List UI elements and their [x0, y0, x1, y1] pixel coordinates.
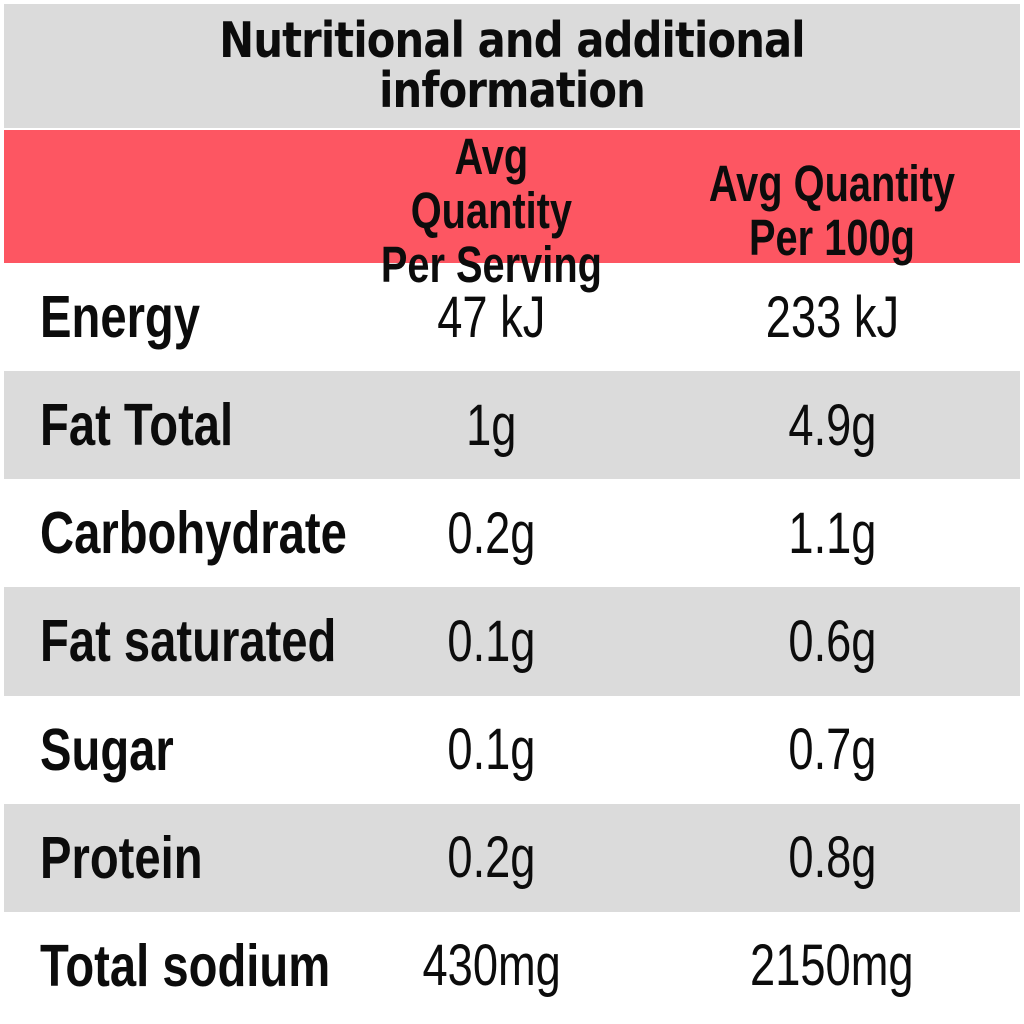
row-label: Fat Total [40, 392, 234, 459]
value-per-serving: 0.1g [447, 608, 536, 674]
row-label: Fat saturated [40, 608, 337, 675]
value-per-100g: 0.6g [787, 608, 877, 674]
table-row-carbohydrate: Carbohydrate 0.2g 1.1g [4, 479, 1020, 588]
table-row-energy: Energy 47 kJ 233 kJ [4, 263, 1020, 372]
table-row-sugar: Sugar 0.1g 0.7g [4, 695, 1020, 804]
row-label: Energy [40, 284, 201, 351]
value-per-serving: 0.2g [447, 825, 536, 891]
row-label: Protein [40, 824, 203, 891]
column-header-per-serving: Avg Quantity Per Serving [339, 128, 644, 294]
per-serving-header-line2: Per Serving [381, 236, 603, 294]
value-per-100g: 2150mg [750, 933, 914, 999]
value-per-100g: 0.7g [787, 717, 877, 783]
value-per-serving: 0.1g [447, 717, 536, 783]
row-label: Total sodium [40, 932, 331, 999]
table-row-protein: Protein 0.2g 0.8g [4, 803, 1020, 912]
value-per-100g: 0.8g [787, 825, 877, 891]
per-serving-header-line1: Avg Quantity [410, 128, 573, 240]
value-per-serving: 47 kJ [437, 284, 546, 350]
value-per-serving: 1g [466, 392, 517, 458]
column-header-per-100g: Avg Quantity Per 100g [644, 155, 1020, 267]
table-row-fat-total: Fat Total 1g 4.9g [4, 371, 1020, 480]
per-100g-header-line1: Avg Quantity [708, 155, 956, 213]
per-100g-header-line2: Per 100g [749, 209, 915, 267]
value-per-100g: 1.1g [787, 500, 877, 566]
title-banner: Nutritional and additional information [4, 4, 1020, 128]
value-per-100g: 4.9g [787, 392, 877, 458]
value-per-serving: 430mg [422, 933, 561, 999]
table-header-row: Avg Quantity Per Serving Avg Quantity Pe… [4, 129, 1020, 292]
page-title: Nutritional and additional information [219, 12, 805, 119]
table-row-fat-saturated: Fat saturated 0.1g 0.6g [4, 587, 1020, 696]
value-per-serving: 0.2g [447, 500, 536, 566]
row-label: Carbohydrate [40, 500, 347, 567]
table-body: Energy 47 kJ 233 kJ Fat Total 1g 4.9g Ca… [4, 263, 1020, 1020]
table-row-total-sodium: Total sodium 430mg 2150mg [4, 911, 1020, 1020]
value-per-100g: 233 kJ [765, 284, 899, 350]
row-label: Sugar [40, 716, 174, 783]
